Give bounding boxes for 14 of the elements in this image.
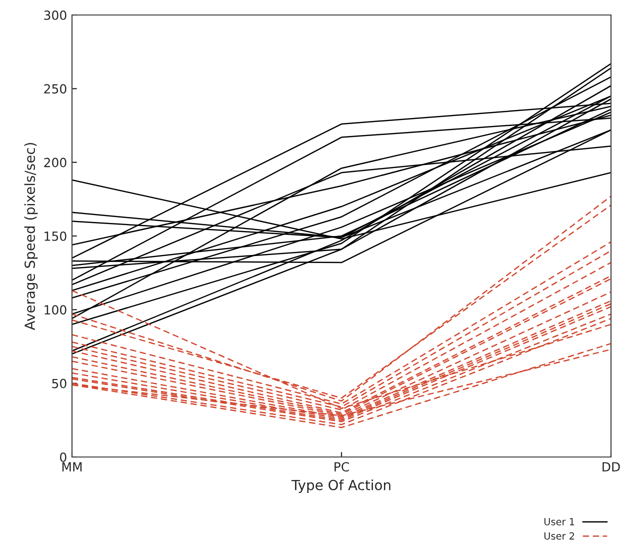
x-tick-label: PC <box>334 462 349 472</box>
x-tick-label: MM <box>62 462 82 472</box>
legend-label: User 1 <box>544 518 574 526</box>
y-tick-label: 150 <box>44 231 66 241</box>
x-tick-label: DD <box>602 462 620 472</box>
y-tick-label: 50 <box>52 378 66 388</box>
y-tick-label: 250 <box>44 84 66 94</box>
x-axis-title: Type Of Action <box>291 480 390 493</box>
y-tick-label: 0 <box>60 452 66 462</box>
y-tick-label: 200 <box>44 158 66 168</box>
legend-label: User 2 <box>544 532 574 540</box>
y-tick-label: 100 <box>44 305 66 315</box>
y-tick-label: 300 <box>44 10 66 20</box>
y-axis-title: Average Speed (pixels/sec) <box>24 142 38 330</box>
